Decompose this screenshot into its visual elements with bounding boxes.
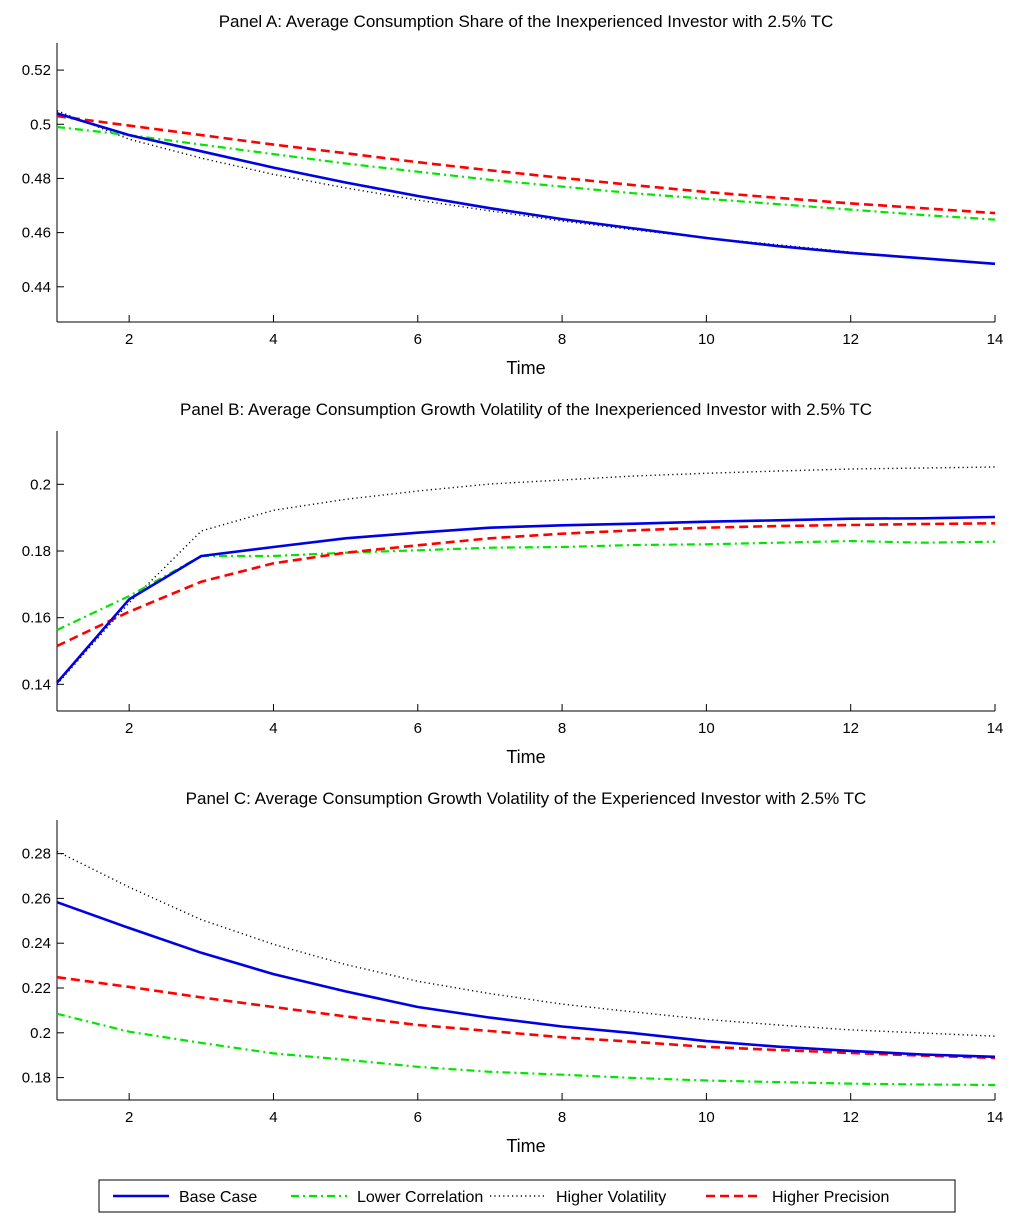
y-tick-label: 0.2 <box>30 476 51 493</box>
series-line-lower-correlation <box>56 1012 996 1087</box>
series-line-higher-precision <box>56 522 996 648</box>
y-tick-label: 0.24 <box>22 935 51 952</box>
panel-b: Panel B: Average Consumption Growth Vola… <box>22 400 1004 767</box>
series-line-base-case <box>56 515 996 684</box>
x-tick-label: 14 <box>987 331 1004 348</box>
x-tick-label: 10 <box>698 720 715 737</box>
x-tick-label: 6 <box>414 331 422 348</box>
y-tick-label: 0.18 <box>22 1070 51 1087</box>
x-tick-label: 2 <box>125 720 133 737</box>
legend-label: Lower Correlation <box>357 1189 483 1206</box>
x-axis-label: Time <box>506 747 545 767</box>
y-tick-label: 0.46 <box>22 225 51 242</box>
panel-title: Panel C: Average Consumption Growth Vola… <box>186 789 867 808</box>
x-tick-label: 14 <box>987 1109 1004 1126</box>
series-line-higher-volatility <box>56 850 996 1037</box>
panel-c: Panel C: Average Consumption Growth Vola… <box>22 789 1004 1156</box>
series-line-higher-volatility <box>56 466 996 685</box>
x-tick-label: 14 <box>987 720 1004 737</box>
x-tick-label: 4 <box>269 331 277 348</box>
series-line-lower-correlation <box>56 125 996 221</box>
x-tick-label: 4 <box>269 720 277 737</box>
y-tick-label: 0.52 <box>22 62 51 79</box>
legend: Base Case Lower Correlation Higher Volatil… <box>98 1179 956 1213</box>
y-tick-label: 0.18 <box>22 543 51 560</box>
y-tick-label: 0.44 <box>22 279 51 296</box>
y-tick-label: 0.14 <box>22 676 51 693</box>
x-tick-label: 8 <box>558 720 566 737</box>
y-tick-label: 0.28 <box>22 846 51 863</box>
x-tick-label: 12 <box>842 720 859 737</box>
series-line-lower-correlation <box>56 539 996 631</box>
x-tick-label: 6 <box>414 1109 422 1126</box>
panel-title: Panel A: Average Consumption Share of th… <box>219 12 834 31</box>
y-tick-label: 0.48 <box>22 170 51 187</box>
x-tick-label: 2 <box>125 331 133 348</box>
series-line-higher-precision <box>56 114 996 215</box>
y-tick-label: 0.22 <box>22 980 51 997</box>
series-line-higher-precision <box>56 975 996 1060</box>
series-line-base-case <box>56 112 996 266</box>
y-tick-label: 0.2 <box>30 1025 51 1042</box>
x-tick-label: 12 <box>842 331 859 348</box>
legend-box <box>98 1179 956 1213</box>
y-tick-label: 0.5 <box>30 116 51 133</box>
x-tick-label: 2 <box>125 1109 133 1126</box>
x-tick-label: 10 <box>698 1109 715 1126</box>
panel-a: Panel A: Average Consumption Share of th… <box>22 12 1004 378</box>
x-tick-label: 8 <box>558 1109 566 1126</box>
legend-label: Higher Volatility <box>556 1189 666 1206</box>
legend-label: Base Case <box>179 1189 257 1206</box>
x-tick-label: 4 <box>269 1109 277 1126</box>
x-tick-label: 6 <box>414 720 422 737</box>
y-tick-label: 0.16 <box>22 610 51 627</box>
x-axis-label: Time <box>506 358 545 378</box>
y-tick-label: 0.26 <box>22 890 51 907</box>
x-tick-label: 12 <box>842 1109 859 1126</box>
x-tick-label: 10 <box>698 331 715 348</box>
x-tick-label: 8 <box>558 331 566 348</box>
panel-title: Panel B: Average Consumption Growth Vola… <box>180 400 872 419</box>
series-line-base-case <box>56 900 996 1059</box>
x-axis-label: Time <box>506 1136 545 1156</box>
legend-label: Higher Precision <box>772 1189 889 1206</box>
